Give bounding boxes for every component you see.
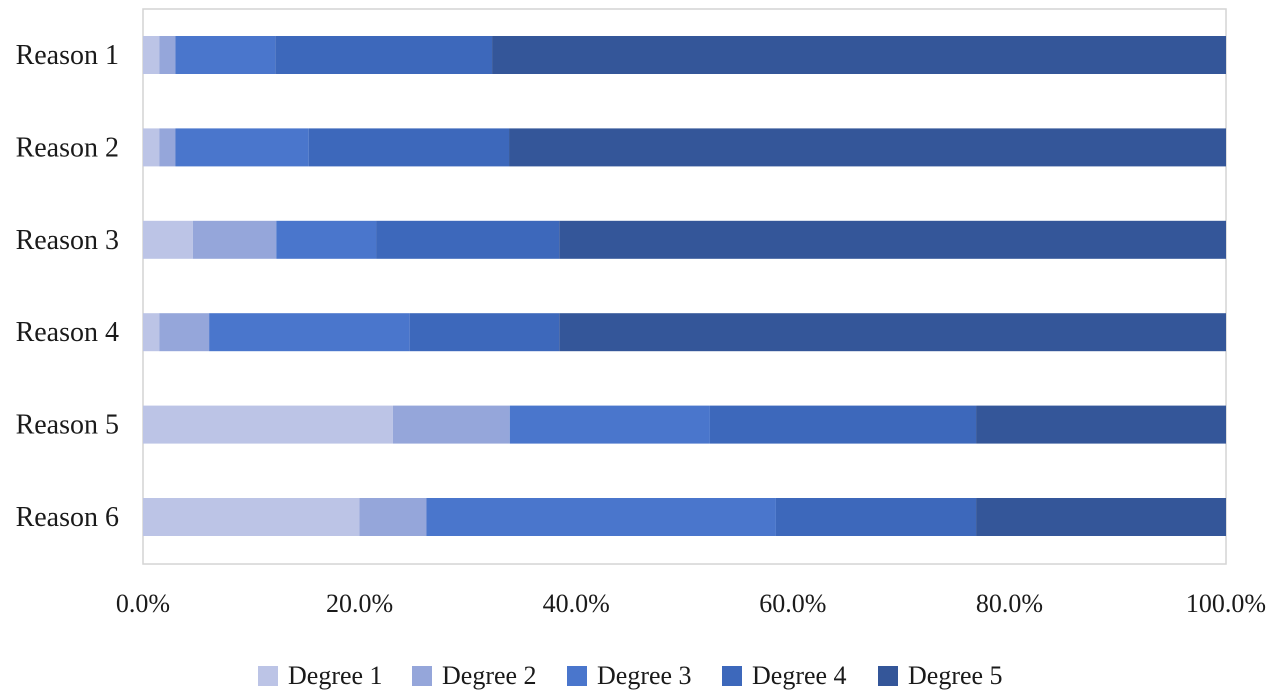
bar-reason-6-degree-2 (359, 498, 427, 536)
legend-label-degree-5: Degree 5 (908, 661, 1003, 690)
bar-reason-6-degree-1 (143, 498, 360, 536)
category-label-reason-2: Reason 2 (16, 132, 119, 163)
bar-reason-2-degree-1 (143, 128, 160, 167)
bar-reason-1-degree-1 (143, 36, 160, 74)
bars-group (143, 36, 1227, 536)
category-label-reason-5: Reason 5 (16, 410, 119, 441)
bar-reason-1-degree-3 (175, 36, 276, 74)
bar-reason-3-degree-4 (376, 220, 560, 259)
x-tick-labels: 0.0% 20.0% 40.0% 60.0% 80.0% 100.0% (116, 589, 1266, 618)
category-label-reason-4: Reason 4 (16, 317, 119, 348)
x-tick-label: 40.0% (543, 589, 610, 618)
legend-swatch-degree-2 (412, 666, 432, 686)
legend-swatch-degree-5 (878, 666, 898, 686)
bar-reason-3-degree-3 (276, 220, 377, 259)
bar-reason-4-degree-2 (159, 313, 210, 352)
legend: Degree 1 Degree 2 Degree 3 Degree 4 Degree 5 (258, 661, 1003, 690)
bar-reason-4-degree-1 (143, 313, 160, 352)
bar-reason-4-degree-4 (409, 313, 560, 352)
legend-label-degree-1: Degree 1 (288, 661, 383, 690)
bar-reason-4-degree-3 (209, 313, 410, 352)
bar-reason-3-degree-5 (559, 220, 1226, 259)
bar-reason-2-degree-5 (509, 128, 1226, 167)
bar-reason-4-degree-5 (559, 313, 1226, 352)
legend-label-degree-4: Degree 4 (752, 661, 847, 690)
bar-reason-5-degree-3 (509, 405, 710, 444)
legend-swatch-degree-3 (567, 666, 587, 686)
x-tick-label: 0.0% (116, 589, 170, 618)
bar-reason-5-degree-5 (976, 405, 1226, 444)
category-label-reason-6: Reason 6 (16, 502, 119, 533)
bar-reason-6-degree-4 (775, 498, 977, 536)
category-label-reason-1: Reason 1 (16, 40, 119, 71)
bar-reason-2-degree-2 (159, 128, 176, 167)
bar-reason-1-degree-2 (159, 36, 176, 74)
bar-reason-5-degree-4 (709, 405, 977, 444)
bar-reason-2-degree-3 (175, 128, 309, 167)
category-label-reason-3: Reason 3 (16, 225, 119, 256)
legend-swatch-degree-4 (722, 666, 742, 686)
bar-reason-3-degree-2 (192, 220, 277, 259)
legend-label-degree-3: Degree 3 (597, 661, 692, 690)
bar-reason-5-degree-2 (392, 405, 510, 444)
bar-reason-1-degree-4 (275, 36, 493, 74)
bar-reason-5-degree-1 (143, 405, 393, 444)
plot-area-border (142, 8, 1227, 565)
x-tick-label: 100.0% (1186, 589, 1266, 618)
x-tick-label: 80.0% (976, 589, 1043, 618)
legend-label-degree-2: Degree 2 (442, 661, 537, 690)
bar-reason-1-degree-5 (492, 36, 1227, 74)
bar-reason-6-degree-5 (976, 498, 1226, 536)
x-tick-label: 20.0% (326, 589, 393, 618)
category-labels: Reason 1 Reason 2 Reason 3 Reason 4 Reason 5… (16, 40, 119, 533)
legend-swatch-degree-1 (258, 666, 278, 686)
bar-reason-2-degree-4 (308, 128, 510, 167)
bar-reason-6-degree-3 (426, 498, 776, 536)
bar-reason-3-degree-1 (143, 220, 193, 259)
x-tick-label: 60.0% (759, 589, 826, 618)
